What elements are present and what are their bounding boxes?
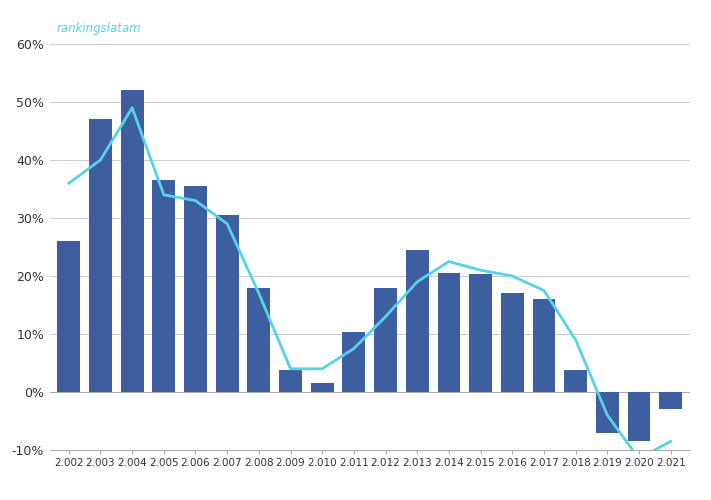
Bar — [311, 382, 333, 392]
Bar — [374, 288, 397, 392]
Bar — [659, 392, 682, 409]
Bar — [628, 392, 651, 442]
Bar — [152, 180, 175, 392]
Bar — [469, 274, 492, 392]
Bar — [89, 120, 112, 392]
Bar — [437, 273, 460, 392]
Bar — [58, 241, 80, 392]
Bar — [343, 332, 365, 392]
Bar — [121, 90, 144, 392]
Bar — [501, 294, 524, 392]
Bar — [215, 215, 239, 392]
Bar — [533, 299, 555, 392]
Bar — [279, 370, 302, 392]
Bar — [247, 288, 270, 392]
Text: rankingslatam: rankingslatam — [56, 22, 141, 35]
Bar — [406, 250, 429, 392]
Bar — [596, 392, 619, 432]
Bar — [565, 370, 587, 392]
Bar — [184, 186, 207, 392]
